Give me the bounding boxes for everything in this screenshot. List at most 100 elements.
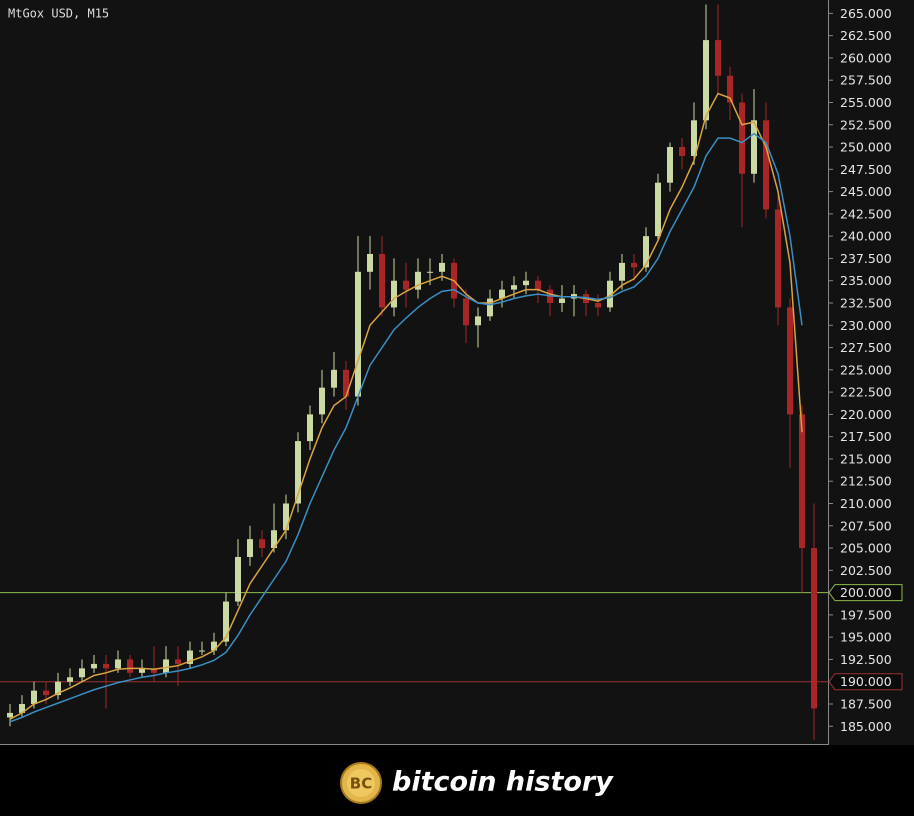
y-tick-label: 207.500 xyxy=(840,518,892,533)
candle-body xyxy=(511,285,517,290)
candle-body xyxy=(475,316,481,326)
candle-body xyxy=(151,668,157,673)
candle-body xyxy=(439,262,445,272)
candle-body xyxy=(211,641,217,651)
candle-body xyxy=(31,690,37,705)
candle-body xyxy=(331,369,337,388)
brand-text: bitcoin history xyxy=(392,767,614,798)
candle-body xyxy=(247,539,253,557)
chart-title: MtGox USD, M15 xyxy=(8,7,109,21)
candle-body xyxy=(559,298,565,303)
candle-body xyxy=(667,147,673,183)
y-tick-label: 222.500 xyxy=(840,385,892,400)
level-label-box xyxy=(828,584,903,602)
y-tick-label: 235.000 xyxy=(840,273,892,288)
candle-body xyxy=(703,40,709,121)
candle-body xyxy=(595,302,601,308)
candle-body xyxy=(67,677,73,682)
candle-body xyxy=(175,659,181,664)
candle-body xyxy=(535,280,541,290)
candle-body xyxy=(775,209,781,308)
y-tick-label: 200.000 xyxy=(840,585,892,600)
candle-body xyxy=(343,369,349,397)
candle-body xyxy=(727,75,733,103)
candle-body xyxy=(163,659,169,673)
y-tick-label: 247.500 xyxy=(840,162,892,177)
candle-body xyxy=(355,271,361,397)
y-tick-label: 215.000 xyxy=(840,451,892,466)
candle-body xyxy=(55,681,61,696)
y-tick-label: 195.000 xyxy=(840,630,892,645)
candle-body xyxy=(715,40,721,76)
y-tick-label: 262.500 xyxy=(840,28,892,43)
moving-average xyxy=(9,132,803,723)
candle-body xyxy=(691,120,697,156)
y-tick-label: 190.000 xyxy=(840,674,892,689)
level-label-box xyxy=(828,673,903,691)
y-tick-label: 185.000 xyxy=(840,719,892,734)
plot-area xyxy=(0,4,828,740)
candle-body xyxy=(487,298,493,317)
candle-body xyxy=(7,712,13,718)
candle-body xyxy=(79,668,85,678)
candle-body xyxy=(499,289,505,299)
candle-body xyxy=(619,262,625,281)
y-tick-label: 225.000 xyxy=(840,362,892,377)
y-tick-label: 250.000 xyxy=(840,140,892,155)
footer-band xyxy=(0,745,914,816)
y-tick-label: 230.000 xyxy=(840,318,892,333)
candle-body xyxy=(391,280,397,308)
y-tick-label: 252.500 xyxy=(840,117,892,132)
candle-body xyxy=(631,262,637,268)
y-tick-label: 187.500 xyxy=(840,697,892,712)
candle-body xyxy=(319,387,325,415)
y-tick-label: 245.000 xyxy=(840,184,892,199)
chart-background xyxy=(0,0,914,745)
candle-body xyxy=(655,182,661,237)
candle-body xyxy=(415,271,421,290)
y-tick-label: 260.000 xyxy=(840,50,892,65)
y-tick-label: 227.500 xyxy=(840,340,892,355)
candle-body xyxy=(19,704,25,713)
y-tick-label: 220.000 xyxy=(840,407,892,422)
candle-body xyxy=(43,690,49,696)
candle-body xyxy=(403,280,409,290)
candle-body xyxy=(235,556,241,602)
candle-body xyxy=(127,659,133,673)
candle-body xyxy=(523,280,529,286)
y-tick-label: 217.500 xyxy=(840,429,892,444)
candle-body xyxy=(679,147,685,156)
y-tick-label: 242.500 xyxy=(840,206,892,221)
y-tick-label: 257.500 xyxy=(840,73,892,88)
candle-body xyxy=(103,663,109,669)
y-tick-label: 197.500 xyxy=(840,607,892,622)
candle-body xyxy=(295,441,301,504)
candle-body xyxy=(91,663,97,669)
y-tick-label: 210.000 xyxy=(840,496,892,511)
y-tick-label: 255.000 xyxy=(840,95,892,110)
candle-body xyxy=(271,530,277,549)
candle-body xyxy=(463,298,469,326)
candle-body xyxy=(811,548,817,709)
candle-body xyxy=(199,650,205,652)
y-tick-label: 265.000 xyxy=(840,6,892,21)
candle-body xyxy=(607,280,613,308)
candle-body xyxy=(115,659,121,669)
candle-body xyxy=(379,253,385,308)
logo-inner xyxy=(347,769,375,797)
y-tick-label: 205.000 xyxy=(840,541,892,556)
candle-body xyxy=(787,307,793,415)
y-tick-label: 232.500 xyxy=(840,295,892,310)
y-tick-label: 212.500 xyxy=(840,474,892,489)
candle-body xyxy=(367,253,373,272)
y-tick-label: 237.500 xyxy=(840,251,892,266)
candle-body xyxy=(751,120,757,174)
y-tick-label: 202.500 xyxy=(840,563,892,578)
candle-body xyxy=(223,601,229,642)
candle-body xyxy=(187,650,193,664)
candle-body xyxy=(307,414,313,442)
y-tick-label: 240.000 xyxy=(840,229,892,244)
candle-body xyxy=(643,236,649,268)
